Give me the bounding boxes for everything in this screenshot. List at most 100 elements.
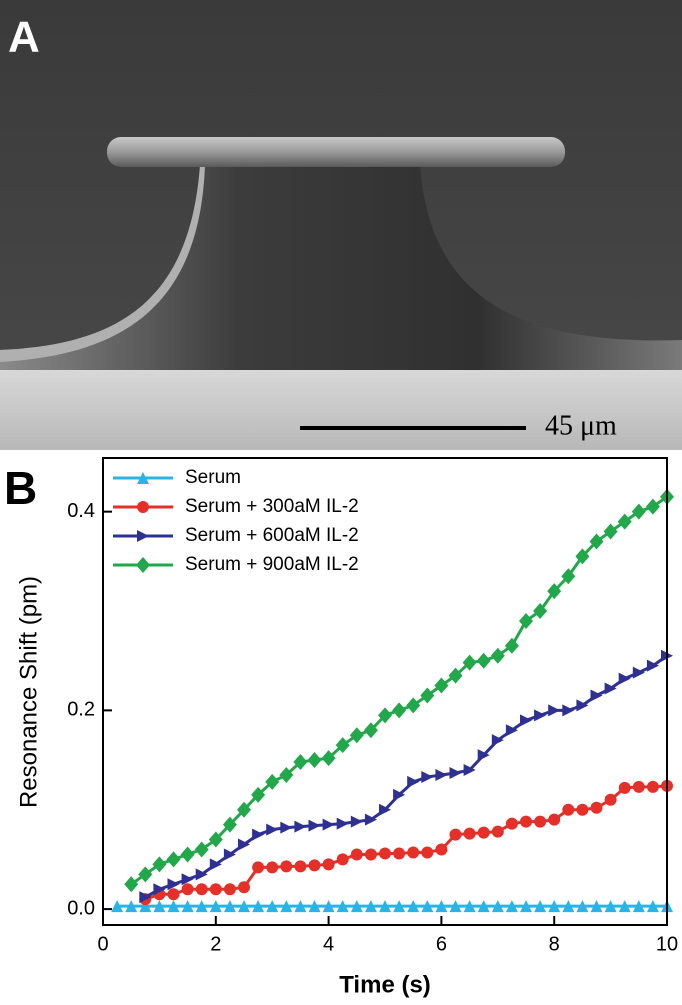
marker bbox=[589, 533, 604, 550]
marker bbox=[139, 900, 152, 913]
marker bbox=[520, 714, 532, 727]
marker bbox=[238, 838, 250, 851]
marker bbox=[280, 821, 293, 834]
series bbox=[139, 649, 673, 904]
marker bbox=[476, 652, 491, 669]
series bbox=[111, 900, 673, 913]
marker bbox=[138, 866, 153, 883]
marker bbox=[266, 823, 279, 836]
marker bbox=[646, 780, 659, 793]
marker bbox=[180, 846, 195, 863]
marker bbox=[534, 709, 547, 722]
marker bbox=[520, 900, 532, 913]
marker bbox=[393, 847, 406, 860]
marker bbox=[223, 883, 236, 896]
marker bbox=[209, 900, 222, 913]
x-axis-title: Time (s) bbox=[339, 971, 431, 998]
marker bbox=[463, 900, 476, 913]
marker bbox=[393, 900, 406, 913]
marker bbox=[434, 677, 449, 694]
marker bbox=[308, 900, 321, 913]
legend-label: Serum + 900aM IL-2 bbox=[185, 554, 359, 575]
marker bbox=[364, 900, 377, 913]
marker bbox=[477, 749, 490, 762]
marker bbox=[534, 900, 547, 913]
marker bbox=[477, 900, 490, 913]
marker bbox=[379, 803, 391, 816]
marker bbox=[505, 900, 518, 913]
marker bbox=[505, 724, 518, 737]
marker bbox=[209, 858, 222, 871]
marker bbox=[491, 734, 504, 747]
marker bbox=[137, 501, 149, 513]
marker bbox=[590, 900, 603, 913]
marker bbox=[449, 828, 462, 841]
marker bbox=[392, 702, 407, 719]
marker bbox=[153, 900, 166, 913]
marker bbox=[265, 773, 280, 790]
marker bbox=[125, 900, 138, 913]
marker bbox=[421, 770, 434, 783]
marker bbox=[618, 900, 631, 913]
marker bbox=[308, 819, 321, 832]
marker bbox=[137, 530, 149, 542]
x-tick-label: 10 bbox=[656, 933, 678, 955]
marker bbox=[307, 752, 322, 769]
marker bbox=[364, 848, 377, 861]
marker bbox=[491, 900, 504, 913]
marker bbox=[604, 682, 617, 695]
marker bbox=[252, 900, 265, 913]
x-tick-label: 4 bbox=[323, 933, 334, 955]
marker bbox=[322, 858, 335, 871]
marker bbox=[238, 900, 250, 913]
marker bbox=[490, 647, 505, 664]
marker bbox=[645, 498, 660, 515]
marker bbox=[167, 878, 180, 891]
marker bbox=[209, 883, 222, 896]
marker bbox=[449, 900, 462, 913]
marker bbox=[223, 848, 236, 861]
marker bbox=[632, 666, 645, 679]
marker bbox=[350, 815, 363, 828]
marker bbox=[504, 637, 519, 654]
marker bbox=[519, 612, 533, 629]
marker bbox=[491, 825, 504, 838]
marker bbox=[379, 847, 391, 860]
marker bbox=[477, 826, 490, 839]
marker bbox=[575, 548, 590, 565]
marker bbox=[194, 841, 209, 858]
marker bbox=[548, 813, 561, 826]
plot-frame bbox=[102, 457, 668, 926]
marker bbox=[632, 900, 645, 913]
marker bbox=[378, 707, 392, 724]
marker bbox=[420, 687, 435, 704]
marker bbox=[590, 689, 603, 702]
marker bbox=[646, 659, 659, 672]
marker bbox=[604, 900, 617, 913]
marker bbox=[631, 503, 646, 520]
marker bbox=[590, 801, 603, 814]
marker bbox=[603, 523, 618, 540]
marker bbox=[222, 816, 237, 833]
marker bbox=[604, 793, 617, 806]
marker bbox=[195, 883, 208, 896]
marker bbox=[280, 860, 293, 873]
marker bbox=[618, 781, 631, 794]
marker bbox=[279, 766, 294, 783]
marker bbox=[251, 786, 266, 803]
marker bbox=[336, 853, 349, 866]
marker bbox=[632, 780, 645, 793]
marker bbox=[618, 672, 631, 685]
marker bbox=[617, 513, 632, 530]
marker bbox=[266, 861, 279, 874]
marker bbox=[562, 900, 575, 913]
scale-bar-label: 45 μm bbox=[545, 410, 617, 441]
marker bbox=[167, 888, 180, 901]
panel-label: B bbox=[4, 462, 37, 514]
series-line bbox=[144, 654, 668, 899]
marker bbox=[252, 861, 265, 874]
marker bbox=[237, 801, 251, 818]
marker bbox=[562, 803, 575, 816]
x-tick-label: 0 bbox=[97, 933, 108, 955]
